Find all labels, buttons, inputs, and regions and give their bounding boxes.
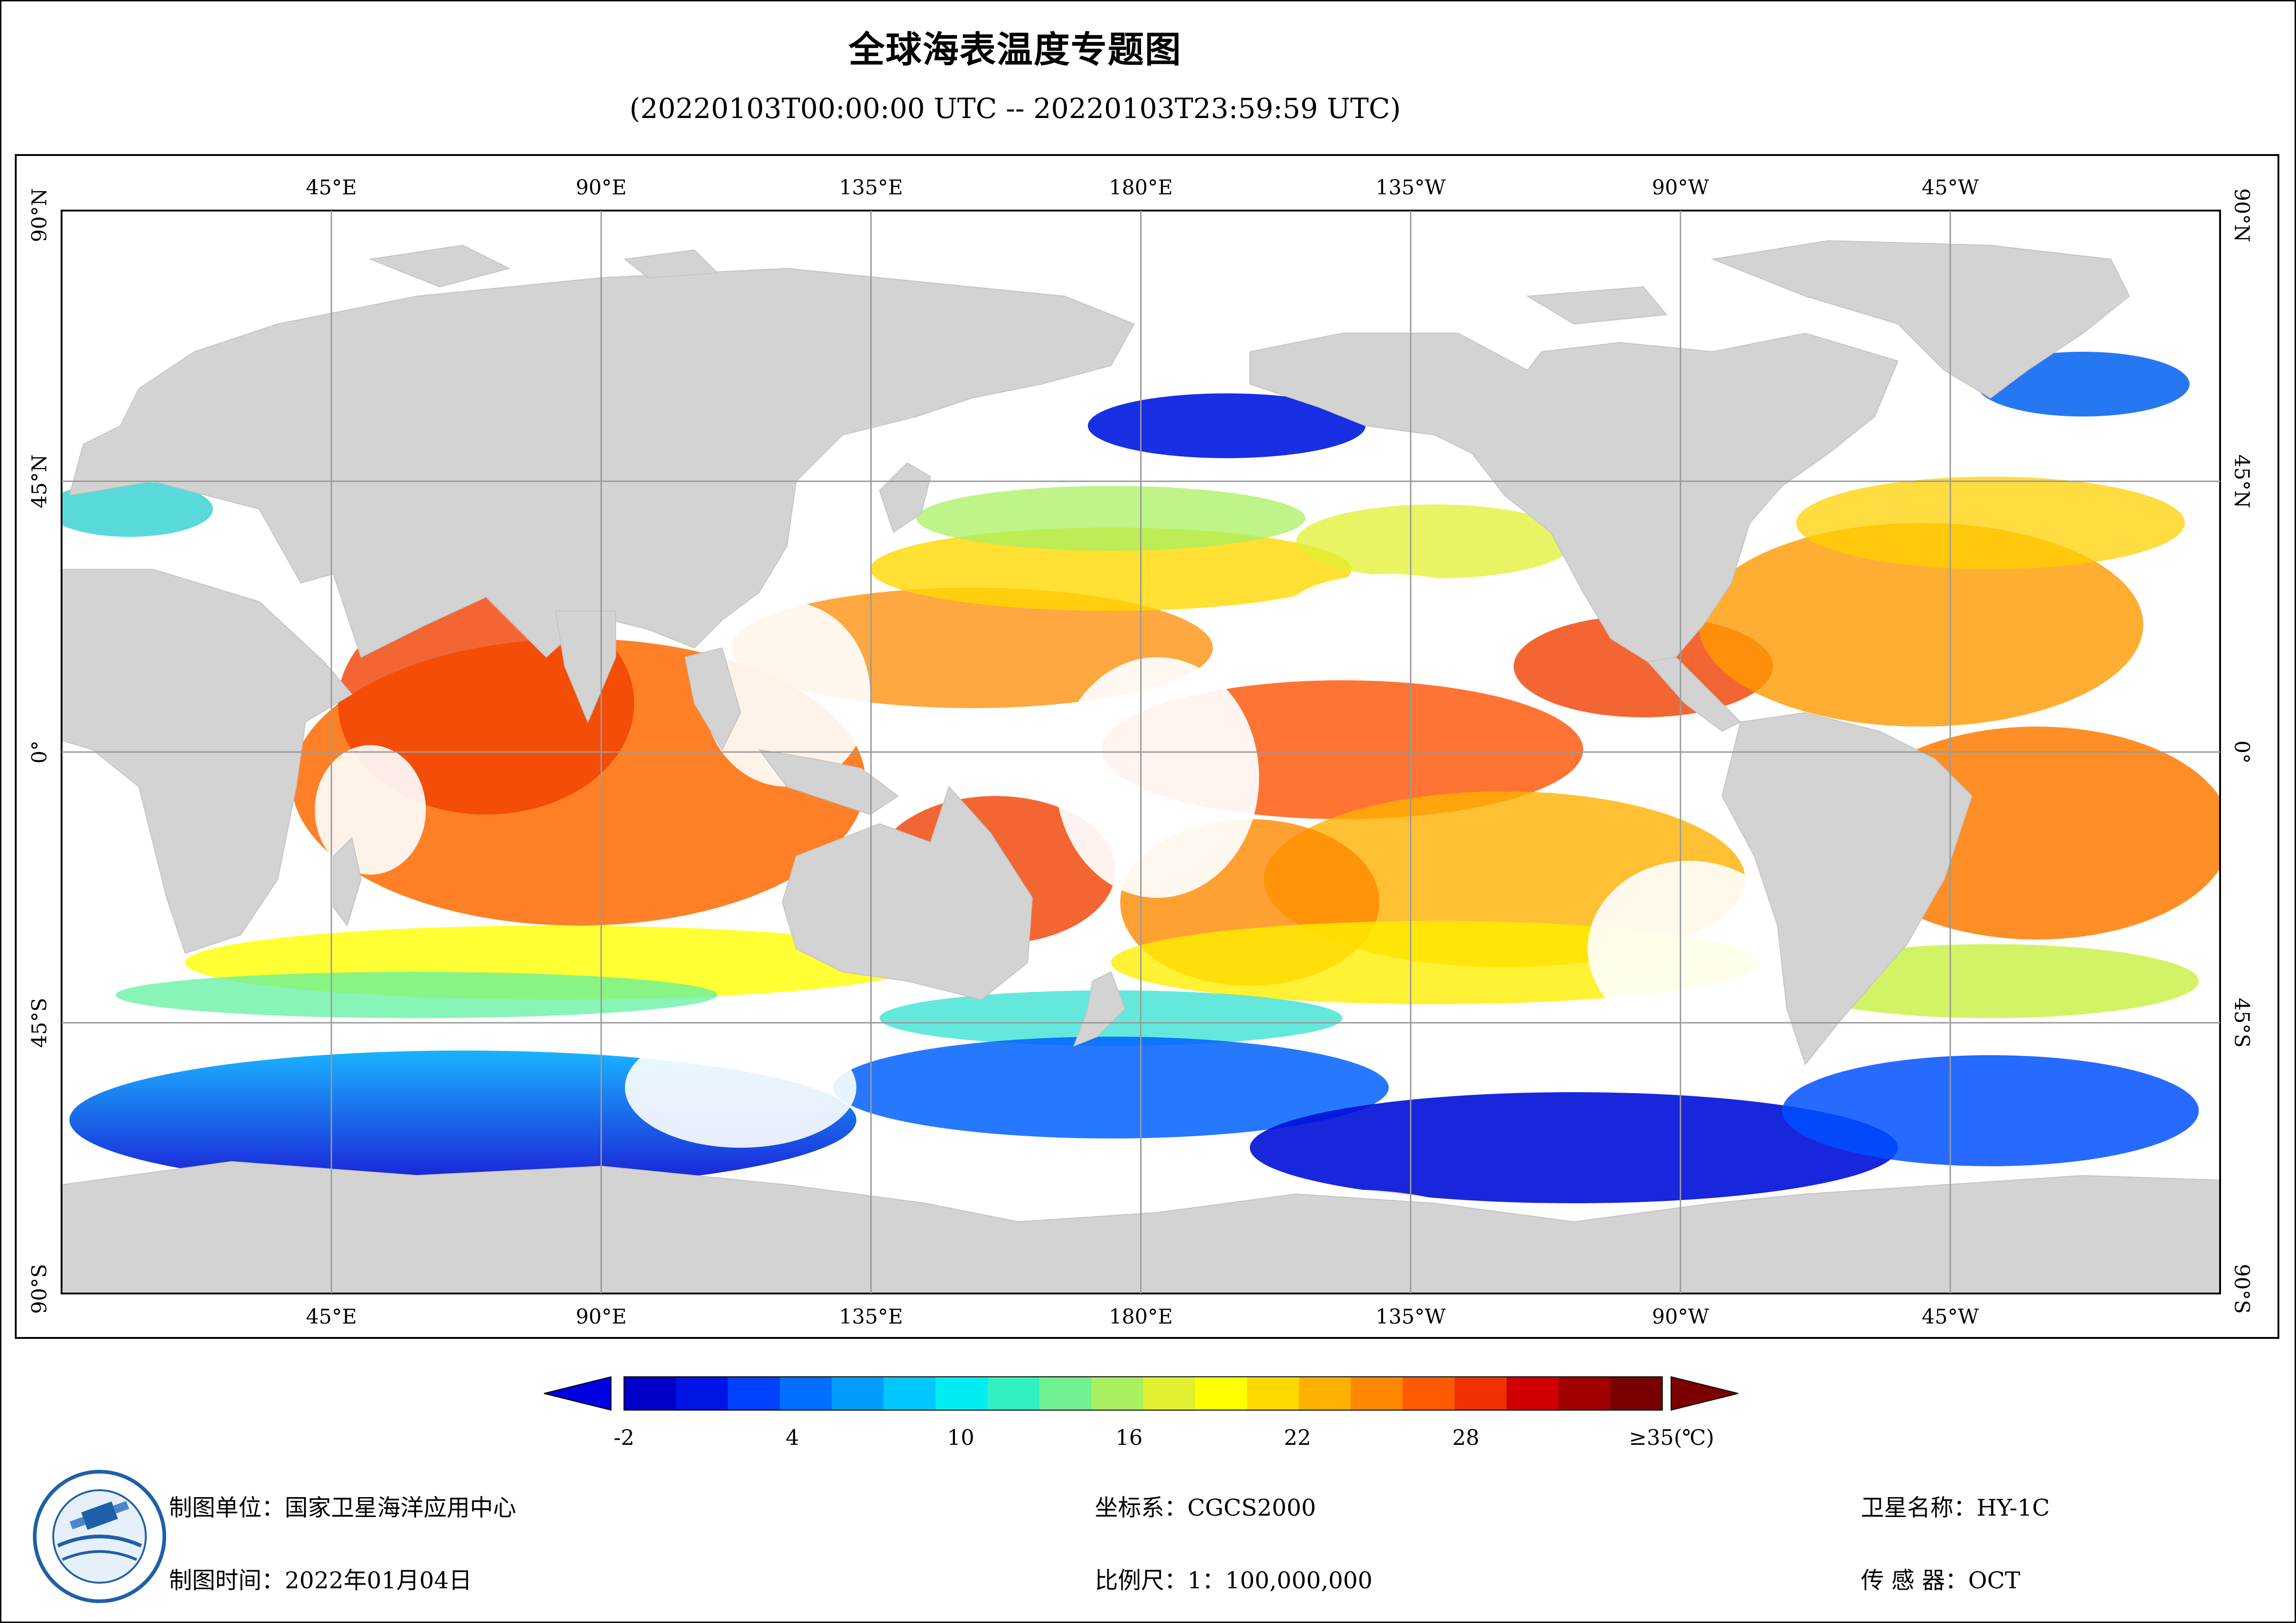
lon-label-top: 135°W bbox=[1376, 176, 1446, 199]
colorbar-cell bbox=[1454, 1377, 1507, 1410]
lat-label-right: 0° bbox=[2230, 740, 2253, 764]
colorbar-cell bbox=[1558, 1377, 1611, 1410]
colorbar-tick-label: 4 bbox=[786, 1425, 799, 1450]
sst-field bbox=[62, 240, 2220, 1293]
colorbar-tick-label: 22 bbox=[1284, 1425, 1311, 1450]
colorbar-cell bbox=[935, 1377, 988, 1410]
colorbar-cell bbox=[1247, 1377, 1299, 1410]
lat-label-left: 45°S bbox=[28, 998, 51, 1048]
colorbar-cell bbox=[831, 1377, 884, 1410]
coordinate-system-label: 坐标系： bbox=[1095, 1494, 1187, 1521]
colorbar-frame bbox=[624, 1376, 1663, 1411]
mapping-time: 制图时间：2022年01月04日 bbox=[169, 1562, 472, 1595]
map-scale-value: 1：100,000,000 bbox=[1187, 1567, 1373, 1594]
map-time-range: (20220103T00:00:00 UTC -- 20220103T23:59… bbox=[629, 93, 1401, 125]
colorbar-tick-label: -2 bbox=[614, 1425, 635, 1450]
sensor-value: OCT bbox=[1968, 1567, 2021, 1594]
map-title: 全球海表温度专题图 bbox=[848, 29, 1182, 71]
colorbar: -2 4 10 16 22 28 ≥35(℃) bbox=[543, 1376, 1739, 1450]
coordinate-system: 坐标系：CGCS2000 bbox=[1095, 1489, 1316, 1523]
mapping-unit-value: 国家卫星海洋应用中心 bbox=[285, 1494, 516, 1521]
colorbar-cell bbox=[728, 1377, 780, 1410]
mapping-unit: 制图单位：国家卫星海洋应用中心 bbox=[169, 1489, 516, 1523]
nsoas-logo bbox=[33, 1470, 166, 1603]
colorbar-cell bbox=[883, 1377, 936, 1410]
lon-label-bottom: 90°W bbox=[1652, 1305, 1710, 1329]
mapping-unit-label: 制图单位： bbox=[169, 1494, 285, 1521]
lon-label-top: 180°E bbox=[1109, 176, 1173, 199]
colorbar-cell bbox=[1091, 1377, 1144, 1410]
coordinate-system-value: CGCS2000 bbox=[1187, 1494, 1316, 1521]
colorbar-cell bbox=[987, 1377, 1040, 1410]
map-scale: 比例尺：1：100,000,000 bbox=[1095, 1562, 1373, 1595]
colorbar-min-arrow bbox=[543, 1376, 611, 1411]
colorbar-tick-label: 16 bbox=[1116, 1425, 1143, 1450]
lon-label-top: 90°W bbox=[1652, 176, 1710, 199]
lat-label-right: 90°N bbox=[2230, 188, 2253, 243]
colorbar-cell bbox=[676, 1377, 729, 1410]
lat-label-right: 45°S bbox=[2230, 998, 2253, 1048]
colorbar-cell bbox=[1143, 1377, 1196, 1410]
colorbar-cell bbox=[1403, 1377, 1455, 1410]
lon-label-top: 90°E bbox=[576, 176, 627, 199]
satellite-name-label: 卫星名称： bbox=[1861, 1494, 1977, 1521]
lat-label-left: 45°N bbox=[28, 454, 51, 509]
mapping-time-value: 2022年01月04日 bbox=[285, 1567, 472, 1594]
satellite-name-value: HY-1C bbox=[1977, 1494, 2050, 1521]
colorbar-tick-label: 28 bbox=[1452, 1425, 1479, 1450]
lat-label-left: 90°S bbox=[28, 1264, 51, 1314]
map-scale-label: 比例尺： bbox=[1095, 1567, 1187, 1594]
satellite-name: 卫星名称：HY-1C bbox=[1861, 1489, 2050, 1523]
colorbar-cell bbox=[1506, 1377, 1559, 1410]
sensor-label: 传 感 器： bbox=[1861, 1567, 1968, 1594]
colorbar-cell bbox=[780, 1377, 832, 1410]
lat-label-left: 0° bbox=[28, 740, 51, 764]
lon-label-bottom: 45°W bbox=[1922, 1305, 1979, 1329]
lon-label-bottom: 90°E bbox=[576, 1305, 627, 1329]
colorbar-cell bbox=[1610, 1377, 1663, 1410]
colorbar-tick-label: ≥35(℃) bbox=[1629, 1425, 1714, 1450]
colorbar-max-arrow bbox=[1671, 1376, 1739, 1411]
lon-label-top: 45°E bbox=[306, 176, 357, 199]
colorbar-cell bbox=[1195, 1377, 1248, 1410]
lat-label-right: 90°S bbox=[2230, 1264, 2253, 1314]
colorbar-cell bbox=[1039, 1377, 1092, 1410]
lon-label-top: 135°E bbox=[839, 176, 903, 199]
lon-label-bottom: 45°E bbox=[306, 1305, 357, 1329]
mapping-time-label: 制图时间： bbox=[169, 1567, 285, 1594]
map-frame bbox=[15, 154, 2279, 1339]
colorbar-cell bbox=[624, 1377, 677, 1410]
sensor: 传 感 器：OCT bbox=[1861, 1562, 2020, 1595]
colorbar-cell bbox=[1351, 1377, 1404, 1410]
lon-label-bottom: 135°W bbox=[1376, 1305, 1446, 1329]
lat-label-right: 45°N bbox=[2230, 454, 2253, 509]
lon-label-bottom: 135°E bbox=[839, 1305, 903, 1329]
colorbar-cell bbox=[1298, 1377, 1352, 1410]
graticule bbox=[62, 211, 2220, 1293]
lon-label-bottom: 180°E bbox=[1109, 1305, 1173, 1329]
colorbar-tick-label: 10 bbox=[947, 1425, 974, 1450]
lon-label-top: 45°W bbox=[1922, 176, 1979, 199]
lat-label-left: 90°N bbox=[28, 188, 51, 243]
